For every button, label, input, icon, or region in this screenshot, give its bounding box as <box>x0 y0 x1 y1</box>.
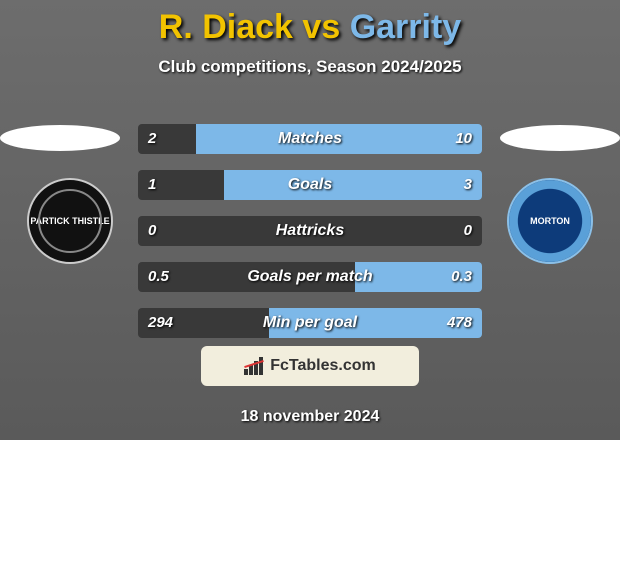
club-badge-right: MORTON <box>507 178 593 264</box>
stat-bars: Matches2 10 Goals1 3 Hattricks0 0 Goals per ma… <box>138 124 482 354</box>
stat-value-right: 3 <box>464 170 472 200</box>
stat-label: Hattricks <box>138 216 482 246</box>
stat-value-right: 0 <box>464 216 472 246</box>
stat-value-right: 0.3 <box>451 262 472 292</box>
stat-label: Matches <box>138 124 482 154</box>
stat-value-left: 0.5 <box>148 262 169 292</box>
vs-text: vs <box>302 8 340 46</box>
footer-date: 18 november 2024 <box>0 408 620 426</box>
subtitle: Club competitions, Season 2024/2025 <box>0 57 620 77</box>
oval-decor-right <box>500 125 620 151</box>
stat-row: Goals1 3 <box>138 170 482 200</box>
stat-value-left: 294 <box>148 308 173 338</box>
stat-value-right: 478 <box>447 308 472 338</box>
brand-text: FcTables.com <box>270 357 376 375</box>
stat-row: Hattricks0 0 <box>138 216 482 246</box>
stat-row: Min per goal294 478 <box>138 308 482 338</box>
stat-value-left: 1 <box>148 170 156 200</box>
stat-label: Goals <box>138 170 482 200</box>
comparison-card: R. Diack vs Garrity Club competitions, S… <box>0 0 620 440</box>
stat-label: Goals per match <box>138 262 482 292</box>
club-badge-right-label: MORTON <box>530 216 570 226</box>
player2-name: Garrity <box>350 8 462 46</box>
stat-label: Min per goal <box>138 308 482 338</box>
stat-value-left: 2 <box>148 124 156 154</box>
club-badge-left-label: PARTICK THISTLE <box>30 216 109 226</box>
page-title: R. Diack vs Garrity <box>0 0 620 47</box>
oval-decor-left <box>0 125 120 151</box>
stat-value-right: 10 <box>455 124 472 154</box>
stat-row: Goals per match0.5 0.3 <box>138 262 482 292</box>
player1-name: R. Diack <box>159 8 293 46</box>
brand-chart-icon <box>244 357 266 375</box>
club-badge-left: PARTICK THISTLE <box>27 178 113 264</box>
stat-value-left: 0 <box>148 216 156 246</box>
stat-row: Matches2 10 <box>138 124 482 154</box>
brand-watermark: FcTables.com <box>201 346 419 386</box>
